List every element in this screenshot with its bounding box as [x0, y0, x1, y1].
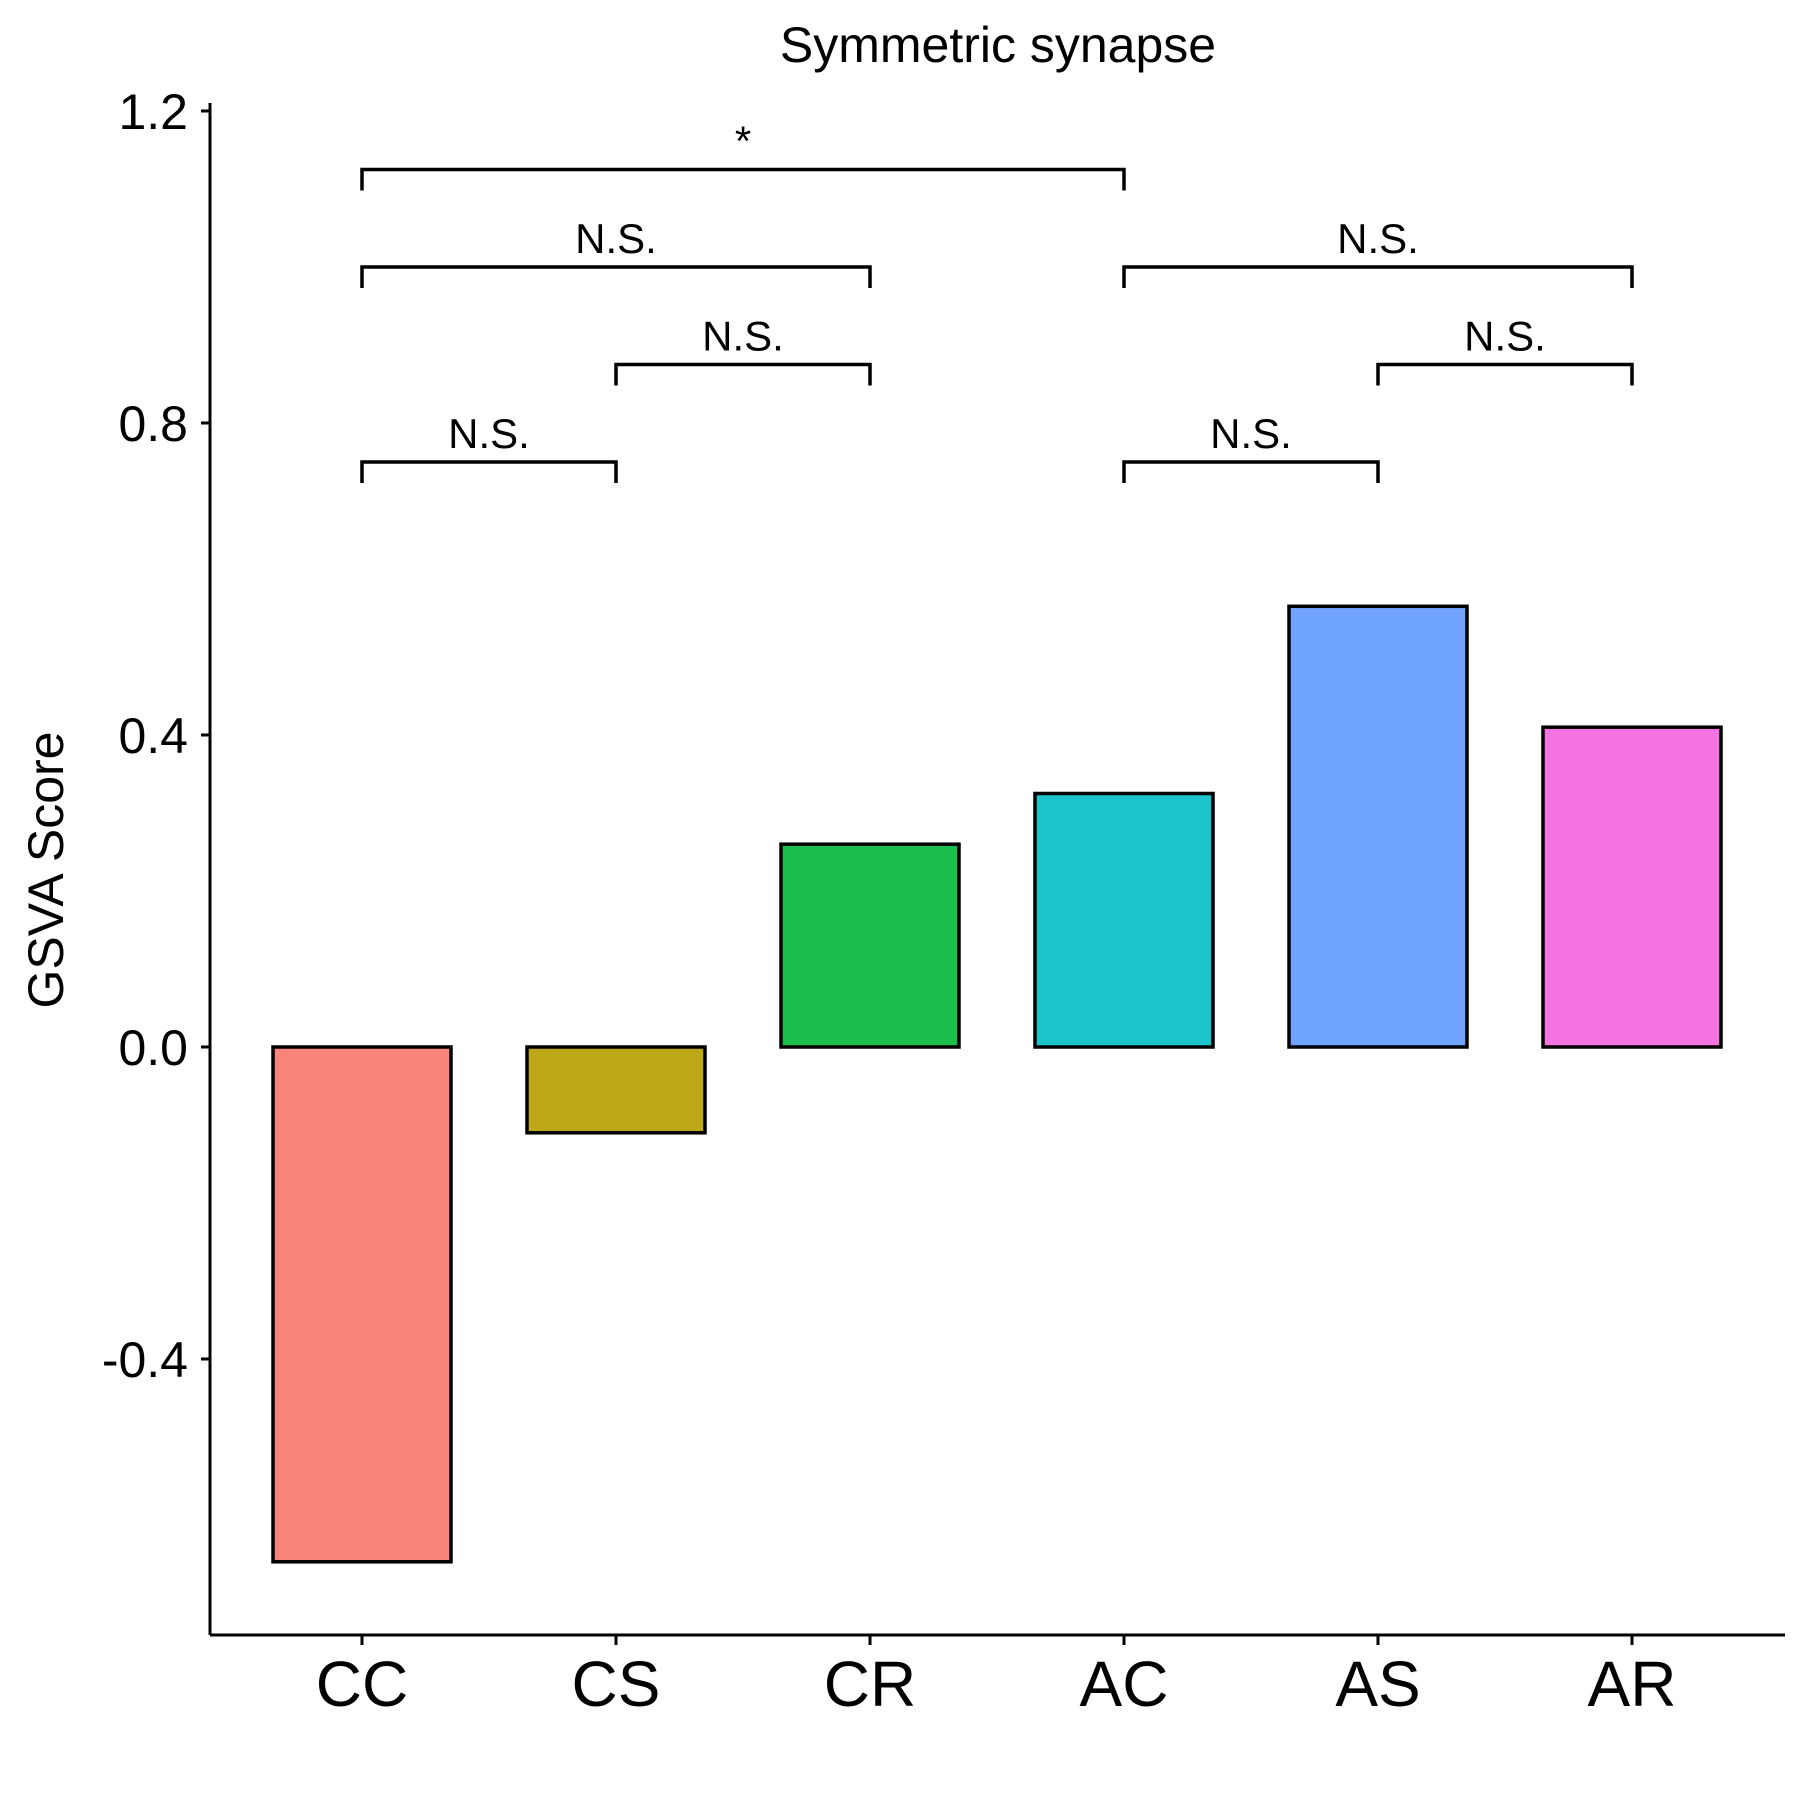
significance-label: N.S.	[1464, 313, 1546, 360]
significance-label: N.S.	[702, 313, 784, 360]
x-tick-label: AC	[1080, 1648, 1169, 1720]
comparison-bracket	[1122, 265, 1634, 288]
comparison-bracket	[1122, 460, 1380, 483]
x-tick-label: AR	[1588, 1648, 1677, 1720]
x-tick-label: CS	[572, 1648, 661, 1720]
significance-label: N.S.	[1210, 410, 1292, 457]
significance-label: N.S.	[1337, 215, 1419, 262]
comparison-bracket	[360, 460, 618, 483]
bar-cc	[271, 1045, 453, 1564]
comparison-bracket	[1376, 362, 1634, 386]
y-tick-label: 0.0	[118, 1020, 188, 1076]
y-ticks: -0.4 0.0 0.4 0.8 1.2	[102, 84, 210, 1388]
bar-ar	[1541, 725, 1723, 1049]
significance-label: *	[735, 118, 751, 165]
bar-ac	[1033, 791, 1215, 1049]
significance-brackets: N.S. N.S. N.S. * N.S. N.S. N.S.	[360, 118, 1634, 483]
bars-layer	[271, 604, 1723, 1564]
bar-cr	[779, 842, 961, 1049]
significance-label: N.S.	[575, 215, 657, 262]
y-tick-label: 1.2	[118, 84, 188, 140]
comparison-bracket	[360, 265, 872, 288]
x-tick-label: CR	[824, 1648, 916, 1720]
significance-label: N.S.	[448, 410, 530, 457]
bar-cs	[525, 1045, 707, 1135]
x-ticks: CC CS CR AC AS AR	[316, 1635, 1677, 1720]
comparison-bracket	[614, 362, 872, 386]
axes-layer	[208, 103, 1785, 1637]
x-tick-label: CC	[316, 1648, 408, 1720]
comparison-bracket	[360, 167, 1126, 191]
y-tick-label: 0.4	[118, 708, 188, 764]
y-tick-label: 0.8	[118, 396, 188, 452]
x-tick-label: AS	[1335, 1648, 1420, 1720]
bar-as	[1287, 604, 1469, 1049]
chart-title: Symmetric synapse	[780, 17, 1216, 73]
y-tick-label: -0.4	[102, 1332, 188, 1388]
y-axis-label: GSVA Score	[18, 732, 74, 1009]
